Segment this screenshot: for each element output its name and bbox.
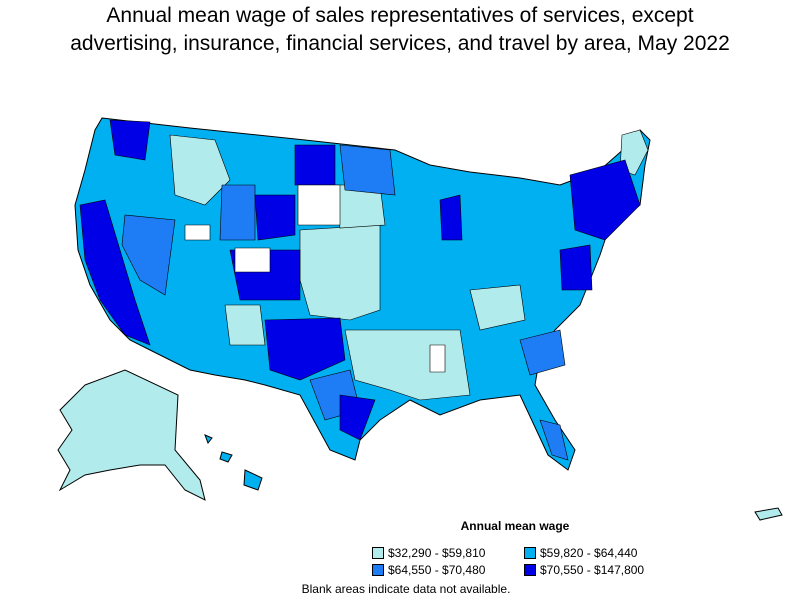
map-region-dark-mid-atlantic xyxy=(559,244,593,291)
title-line-1: Annual mean wage of sales representative… xyxy=(106,4,694,27)
hawaii-region xyxy=(243,469,263,491)
legend-item-2: $59,820 - $64,440 xyxy=(524,546,684,560)
puerto-rico-region xyxy=(754,507,783,521)
map-region-mid-carolinas xyxy=(519,329,566,376)
map-region-light-great-plains xyxy=(299,224,381,321)
map-region-light-northern-rockies xyxy=(169,134,231,206)
map-region-dark-texas-gulf xyxy=(264,317,346,381)
legend-item-4: $70,550 - $147,800 xyxy=(524,563,684,577)
map-region-blank-4 xyxy=(429,344,446,373)
legend-swatch-4 xyxy=(524,564,536,576)
map-region-mid-florida xyxy=(539,419,569,461)
legend-label-4: $70,550 - $147,800 xyxy=(540,563,645,577)
alaska-region xyxy=(57,369,206,501)
map-title: Annual mean wage of sales representative… xyxy=(0,2,800,58)
map-region-mid-wyoming xyxy=(219,184,256,241)
map-region-dark-west-coast xyxy=(79,199,151,346)
hawaii-islet-2 xyxy=(219,451,233,463)
legend-swatch-3 xyxy=(372,564,384,576)
legend-swatch-2 xyxy=(524,547,536,559)
map-region-blank-3 xyxy=(184,224,211,241)
legend-label-2: $59,820 - $64,440 xyxy=(540,546,638,560)
map-region-dark-northeast xyxy=(569,159,641,241)
map-region-blank-2 xyxy=(234,247,271,273)
map-region-light-appalachia xyxy=(469,284,526,331)
map-region-mid-nevada xyxy=(121,214,176,296)
map-region-blank-1 xyxy=(297,184,341,226)
title-line-2: advertising, insurance, financial servic… xyxy=(70,32,730,55)
footnote: Blank areas indicate data not available. xyxy=(301,582,511,596)
map-region-dark-houston xyxy=(339,394,376,441)
map-region-dark-chicago xyxy=(439,194,463,241)
map-region-dark-puget-sound xyxy=(109,119,151,161)
legend-title: Annual mean wage xyxy=(460,519,570,533)
us-choropleth-map xyxy=(57,117,783,521)
legend-item-3: $64,550 - $70,480 xyxy=(372,563,524,577)
map-region-dark-colorado xyxy=(254,194,296,241)
legend-label-3: $64,550 - $70,480 xyxy=(388,563,486,577)
map-region-light-southwest xyxy=(224,304,266,346)
map-region-dark-montana-east xyxy=(294,144,336,186)
legend: $32,290 - $59,810 $59,820 - $64,440 $64,… xyxy=(372,546,692,577)
legend-label-1: $32,290 - $59,810 xyxy=(388,546,486,560)
hawaii-islet-1 xyxy=(204,434,213,444)
legend-swatch-1 xyxy=(372,547,384,559)
legend-item-1: $32,290 - $59,810 xyxy=(372,546,524,560)
map-region-mid-upper-midwest xyxy=(339,144,396,196)
